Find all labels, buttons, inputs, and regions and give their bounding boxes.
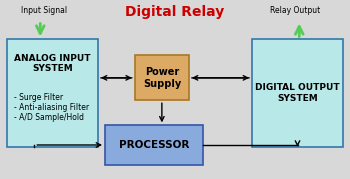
Text: DIGITAL OUTPUT
SYSTEM: DIGITAL OUTPUT SYSTEM [255, 83, 340, 103]
Text: Relay Output: Relay Output [270, 6, 320, 15]
Text: ANALOG INPUT
SYSTEM: ANALOG INPUT SYSTEM [14, 54, 91, 73]
FancyBboxPatch shape [252, 39, 343, 147]
Text: PROCESSOR: PROCESSOR [119, 140, 189, 150]
Text: Digital Relay: Digital Relay [125, 5, 225, 19]
Text: Input Signal: Input Signal [21, 6, 67, 15]
Text: - Surge Filter
- Anti-aliasing Filter
- A/D Sample/Hold: - Surge Filter - Anti-aliasing Filter - … [14, 93, 89, 122]
FancyBboxPatch shape [105, 125, 203, 165]
FancyBboxPatch shape [135, 55, 189, 100]
FancyBboxPatch shape [7, 39, 98, 147]
Text: Power
Supply: Power Supply [143, 67, 181, 89]
